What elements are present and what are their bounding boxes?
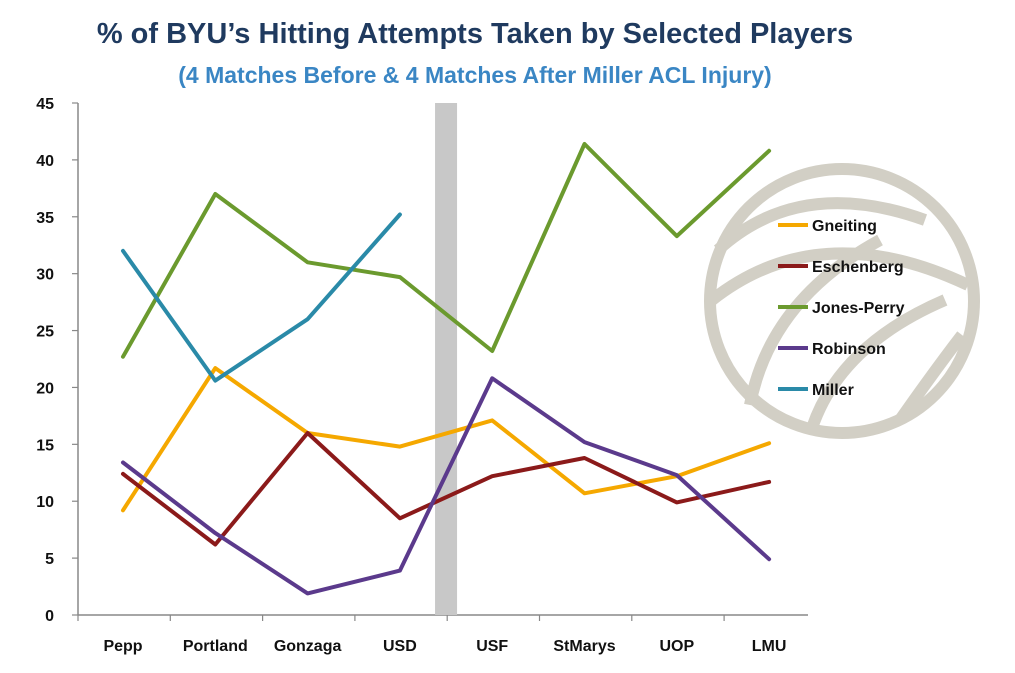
x-tick-label: USD bbox=[383, 638, 417, 655]
x-tick-label: StMarys bbox=[553, 638, 615, 655]
x-tick-label: Portland bbox=[183, 638, 248, 655]
volleyball-icon bbox=[704, 163, 980, 439]
legend-label-miller: Miller bbox=[812, 382, 854, 399]
y-tick-label: 15 bbox=[36, 437, 54, 454]
y-tick-label: 30 bbox=[36, 267, 54, 284]
y-tick-label: 45 bbox=[36, 96, 54, 113]
x-tick-label: USF bbox=[476, 638, 508, 655]
legend-label-robinson: Robinson bbox=[812, 341, 886, 358]
x-tick-label: Pepp bbox=[103, 638, 142, 655]
x-axis-ticks: Pepp Portland Gonzaga USD USF StMarys UOP LMU bbox=[77, 615, 787, 655]
y-tick-label: 20 bbox=[36, 380, 54, 397]
y-axis-ticks: 0 5 10 15 20 25 30 35 40 45 bbox=[36, 96, 78, 625]
series-line-miller bbox=[121, 212, 402, 383]
series-line-gneiting bbox=[121, 366, 772, 513]
chart-title: % of BYU’s Hitting Attempts Taken by Sel… bbox=[96, 18, 854, 50]
legend-label-jones-perry: Jones-Perry bbox=[812, 300, 905, 317]
y-tick-label: 10 bbox=[36, 494, 54, 511]
series-line-robinson bbox=[121, 376, 772, 596]
x-tick-label: LMU bbox=[752, 638, 787, 655]
legend-label-gneiting: Gneiting bbox=[812, 218, 877, 235]
y-tick-label: 25 bbox=[36, 324, 54, 341]
series-line-eschenberg bbox=[121, 431, 772, 547]
chart-subtitle: (4 Matches Before & 4 Matches After Mill… bbox=[178, 62, 772, 88]
y-tick-label: 0 bbox=[45, 608, 54, 625]
y-tick-label: 40 bbox=[36, 153, 54, 170]
series-line-jones-perry bbox=[121, 142, 772, 359]
chart-legend: Gneiting Eschenberg Jones-Perry Robinson Mil… bbox=[778, 218, 905, 399]
y-tick-label: 35 bbox=[36, 210, 54, 227]
legend-label-eschenberg: Eschenberg bbox=[812, 259, 904, 276]
injury-separator-band bbox=[435, 103, 458, 615]
x-tick-label: Gonzaga bbox=[274, 638, 342, 655]
x-tick-label: UOP bbox=[659, 638, 694, 655]
y-tick-label: 5 bbox=[45, 551, 54, 568]
